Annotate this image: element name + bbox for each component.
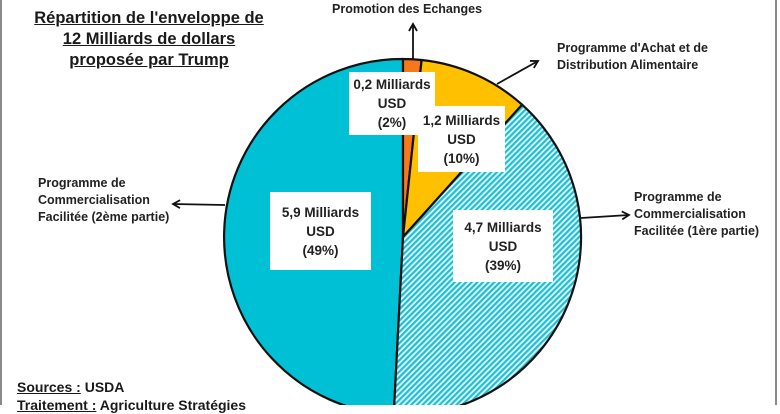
sources-line: Sources : USDA — [17, 378, 246, 396]
callout-cf2-line2: Commercialisation — [38, 193, 150, 207]
title-line-2: 12 Milliards de dollars — [62, 30, 236, 48]
sources-footer: Sources : USDA Traitement : Agriculture … — [17, 378, 246, 414]
title-line-3: proposée par Trump — [69, 51, 229, 69]
traitement-value: Agriculture Stratégies — [96, 397, 246, 413]
callout-cf1-line3: Facilitée (1ère partie) — [634, 224, 760, 238]
callout-cf1-line2: Commercialisation — [634, 207, 746, 221]
percent-label: (10%) — [443, 150, 480, 166]
value-label: 5,9 Milliards — [281, 204, 360, 220]
sources-label: Sources : — [17, 379, 81, 395]
data-label-cf-1ere: 4,7 Milliards USD (39%) — [453, 210, 553, 282]
callout-cf2-line3: Facilitée (2ème partie) — [38, 210, 170, 224]
callout-cf-2eme: Programme de Commercialisation Facilitée… — [38, 175, 169, 226]
unit-label: USD — [488, 238, 518, 254]
data-label-cf-2eme: 5,9 Milliards USD (49%) — [270, 192, 371, 270]
value-label: 4,7 Milliards — [464, 219, 542, 235]
data-label-achat: 1,2 Milliards USD (10%) — [418, 106, 505, 172]
chart-title: Répartition de l'enveloppe de 12 Milliar… — [14, 8, 284, 71]
arrow-cf-1ere — [580, 210, 631, 221]
callout-achat-line2: Distribution Alimentaire — [557, 58, 699, 72]
percent-label: (2%) — [377, 115, 407, 130]
callout-promotion: Promotion des Echanges — [332, 1, 482, 18]
arrow-cf-2eme — [171, 199, 226, 209]
callout-achat-line1: Programme d'Achat et de — [557, 41, 708, 55]
callout-promotion-text: Promotion des Echanges — [332, 2, 483, 16]
unit-label: USD — [306, 223, 335, 239]
percent-label: (49%) — [302, 242, 339, 258]
callout-cf2-line1: Programme de — [38, 176, 126, 190]
callout-cf1-line1: Programme de — [634, 190, 722, 204]
traitement-label: Traitement : — [17, 397, 97, 413]
value-label: 0,2 Milliards — [353, 77, 431, 92]
arrow-achat — [496, 60, 540, 85]
unit-label: USD — [377, 96, 407, 111]
callout-cf-1ere: Programme de Commercialisation Facilitée… — [634, 189, 759, 240]
traitement-line: Traitement : Agriculture Stratégies — [17, 396, 246, 414]
chart-frame — [0, 0, 777, 405]
sources-value: USDA — [80, 379, 125, 395]
callout-achat: Programme d'Achat et de Distribution Ali… — [557, 40, 708, 74]
unit-label: USD — [447, 131, 476, 147]
value-label: 1,2 Milliards — [422, 112, 501, 128]
percent-label: (39%) — [484, 257, 521, 273]
title-line-1: Répartition de l'enveloppe de — [34, 9, 264, 27]
